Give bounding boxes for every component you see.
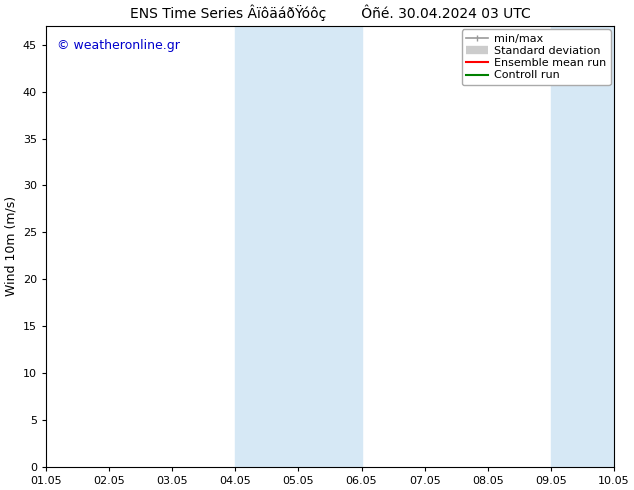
Text: © weatheronline.gr: © weatheronline.gr (57, 39, 180, 52)
Bar (551, 26, 614, 467)
Bar (235, 26, 361, 467)
Legend: min/max, Standard deviation, Ensemble mean run, Controll run: min/max, Standard deviation, Ensemble me… (462, 29, 611, 85)
Y-axis label: Wind 10m (m/s): Wind 10m (m/s) (4, 196, 17, 296)
Title: ENS Time Series ÂïôäáðŸóôç        Ôñé. 30.04.2024 03 UTC: ENS Time Series ÂïôäáðŸóôç Ôñé. 30.04.20… (129, 4, 530, 21)
